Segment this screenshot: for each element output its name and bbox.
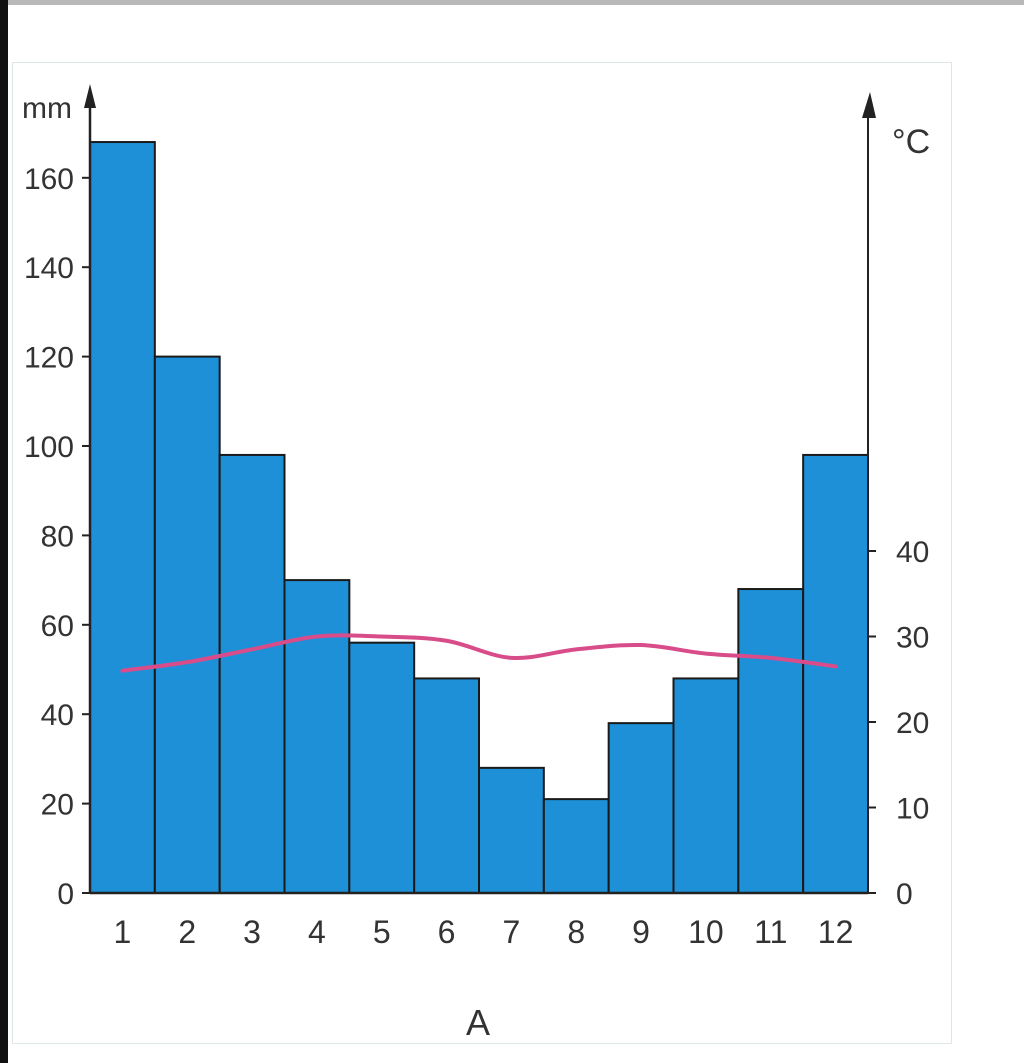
y-right-tick-label-10: 10 — [896, 793, 929, 826]
y-right-tick-label-30: 30 — [896, 622, 929, 655]
bar-month-9 — [607, 722, 675, 895]
temperature-line-series — [120, 633, 838, 673]
bar-month-1 — [89, 141, 156, 895]
bar-month-10 — [672, 677, 740, 894]
window-top-border — [0, 0, 1024, 5]
bar-series — [89, 141, 870, 895]
y-left-tick-label-120: 120 — [24, 342, 74, 375]
x-tick-label-8: 8 — [567, 914, 585, 950]
bar-month-12 — [802, 453, 870, 894]
y-right-tick-label-0: 0 — [896, 878, 913, 911]
y-left-tick-label-100: 100 — [24, 431, 74, 464]
x-tick-label-4: 4 — [308, 914, 326, 950]
y-left-tick-label-40: 40 — [41, 699, 74, 732]
bar-month-7 — [478, 766, 545, 895]
y-right-tick-label-20: 20 — [896, 707, 929, 740]
x-axis-label: A — [466, 1002, 490, 1043]
x-tick-label-3: 3 — [243, 914, 261, 950]
bar-month-4 — [283, 579, 351, 894]
bar-month-3 — [218, 453, 286, 894]
y-left-axis-arrow — [84, 84, 96, 108]
bar-month-6 — [413, 677, 480, 894]
x-tick-label-9: 9 — [632, 914, 650, 950]
x-tick-label-2: 2 — [178, 914, 196, 950]
y-left-tick-label-0: 0 — [57, 878, 74, 911]
bar-month-11 — [737, 588, 805, 894]
y-right-tick-label-40: 40 — [896, 536, 929, 569]
window-left-edge — [0, 0, 8, 1063]
y-left-axis-label: mm — [22, 92, 72, 125]
y-right-axis-label: °C — [892, 123, 930, 161]
bar-month-8 — [542, 798, 610, 895]
y-left-tick-label-140: 140 — [24, 252, 74, 285]
x-tick-label-10: 10 — [688, 914, 724, 950]
y-left-tick-label-80: 80 — [41, 520, 74, 553]
temperature-line — [120, 633, 838, 673]
x-tick-label-1: 1 — [114, 914, 132, 950]
axis-labels: mm °C A — [22, 92, 930, 1043]
x-tick-label-6: 6 — [438, 914, 456, 950]
y-left-tick-label-160: 160 — [24, 163, 74, 196]
x-tick-label-11: 11 — [754, 914, 787, 950]
y-left-tick-label-60: 60 — [41, 610, 74, 643]
x-tick-label-7: 7 — [503, 914, 521, 950]
y-right-axis-arrow — [862, 92, 876, 118]
x-tick-label-12: 12 — [818, 914, 854, 950]
bar-month-2 — [153, 355, 221, 895]
bar-month-5 — [348, 641, 416, 894]
y-left-tick-label-20: 20 — [41, 789, 74, 822]
x-tick-label-5: 5 — [373, 914, 391, 950]
